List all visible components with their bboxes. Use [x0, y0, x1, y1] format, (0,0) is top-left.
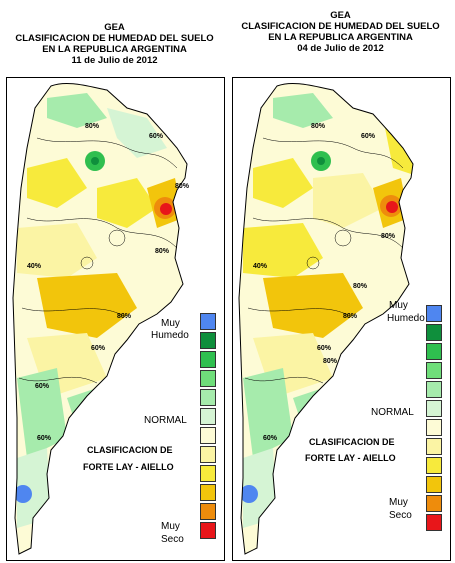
map-panel-right: GEA CLASIFICACION DE HUMEDAD DEL SUELO E… [228, 0, 453, 563]
contour-label: 60% [317, 345, 332, 352]
legend-wet-label: Muy [389, 300, 408, 311]
legend-swatch [426, 305, 442, 322]
legend-wet-label-2: Humedo [151, 330, 189, 341]
map-subtitle: EN LA REPUBLICA ARGENTINA [268, 32, 413, 43]
classification-author: FORTE LAY - AIELLO [83, 462, 174, 472]
title-block: GEA CLASIFICACION DE HUMEDAD DEL SUELO E… [2, 22, 227, 66]
legend-swatch [200, 408, 216, 425]
legend-wet-label: Muy [161, 318, 180, 329]
contour-label: 80% [353, 283, 368, 290]
legend-swatch [426, 419, 442, 436]
contour-label: 80% [175, 183, 190, 190]
classification-label: CLASIFICACION DE [309, 437, 395, 447]
map-subtitle: EN LA REPUBLICA ARGENTINA [42, 44, 187, 55]
contour-label: 80% [343, 313, 358, 320]
legend-swatch [200, 351, 216, 368]
contour-label: 60% [35, 383, 50, 390]
legend-color-bar [426, 305, 442, 533]
contour-label: 80% [323, 358, 338, 365]
contour-label: 80% [155, 248, 170, 255]
legend-wet-label-2: Humedo [387, 313, 425, 324]
legend-dry-label: Muy [389, 497, 408, 508]
legend-swatch [200, 427, 216, 444]
contour-label: 60% [263, 435, 278, 442]
contour-label: 60% [37, 435, 52, 442]
legend-dry-label-2: Seco [389, 510, 412, 521]
contour-label: 80% [381, 233, 396, 240]
legend-swatch [200, 465, 216, 482]
legend-swatch [426, 514, 442, 531]
contour-label: 60% [149, 133, 164, 140]
title-block: GEA CLASIFICACION DE HUMEDAD DEL SUELO E… [228, 10, 453, 54]
legend-swatch [426, 495, 442, 512]
map-panel-left: GEA CLASIFICACION DE HUMEDAD DEL SUELO E… [2, 0, 227, 563]
contour-label: 40% [27, 263, 42, 270]
legend-normal-label: NORMAL [371, 407, 414, 418]
legend-swatch [200, 522, 216, 539]
legend-swatch [426, 400, 442, 417]
legend-swatch [200, 370, 216, 387]
legend-swatch [200, 484, 216, 501]
legend-swatch [200, 332, 216, 349]
map-frame: 80% 60% 80% 80% 40% 80% 60% 80% 60% CLAS… [232, 77, 451, 561]
map-title: CLASIFICACION DE HUMEDAD DEL SUELO [15, 33, 214, 44]
legend-dry-label-2: Seco [161, 534, 184, 545]
contour-label: 80% [85, 123, 100, 130]
classification-author: FORTE LAY - AIELLO [305, 453, 396, 463]
argentina-moisture-map: 80% 60% 80% 80% 40% 80% 60% 80% 60% [238, 83, 414, 555]
legend-swatch [200, 503, 216, 520]
legend-swatch [426, 381, 442, 398]
contour-label: 80% [311, 123, 326, 130]
legend-color-bar [200, 313, 216, 541]
legend-swatch [426, 362, 442, 379]
legend-swatch [426, 438, 442, 455]
classification-label: CLASIFICACION DE [87, 445, 173, 455]
contour-label: 40% [253, 263, 268, 270]
org-name: GEA [104, 22, 125, 33]
legend-swatch [200, 313, 216, 330]
legend-swatch [200, 446, 216, 463]
legend-normal-label: NORMAL [144, 415, 187, 426]
contour-label: 80% [117, 313, 132, 320]
map-title: CLASIFICACION DE HUMEDAD DEL SUELO [241, 21, 440, 32]
contour-label: 60% [91, 345, 106, 352]
map-date: 04 de Julio de 2012 [297, 43, 384, 54]
legend-swatch [426, 476, 442, 493]
legend-swatch [426, 324, 442, 341]
legend-swatch [200, 389, 216, 406]
legend-swatch [426, 457, 442, 474]
map-frame: 80% 60% 80% 80% 40% 80% 60% 60% 60% CLAS… [6, 77, 225, 561]
legend-dry-label: Muy [161, 521, 180, 532]
legend-swatch [426, 343, 442, 360]
org-name: GEA [330, 10, 351, 21]
argentina-moisture-map: 80% 60% 80% 80% 40% 80% 60% 60% 60% [12, 83, 190, 555]
map-date: 11 de Julio de 2012 [71, 55, 158, 66]
contour-label: 60% [361, 133, 376, 140]
